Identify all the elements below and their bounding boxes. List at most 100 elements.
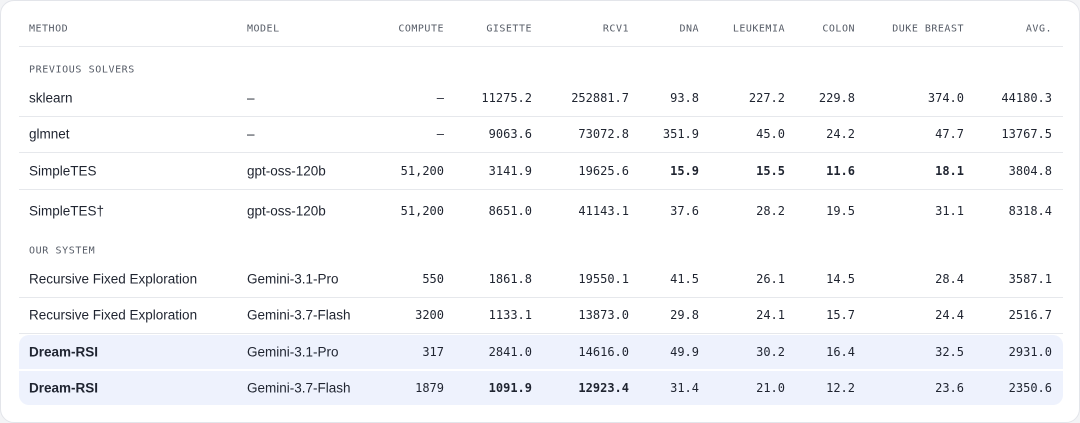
- table-cell: 15.7: [826, 308, 855, 323]
- table-cell: Gemini-3.7-Flash: [247, 307, 351, 323]
- table-cell: 14616.0: [578, 344, 629, 359]
- table-cell: 3200: [415, 308, 444, 323]
- table-cell: 3141.9: [488, 163, 532, 178]
- table-cell: 351.9: [662, 127, 699, 142]
- table-cell: 49.9: [670, 344, 699, 359]
- table-cell: 31.4: [670, 380, 699, 395]
- column-header: RCV1: [602, 23, 629, 35]
- table-cell: 44180.3: [1001, 91, 1052, 105]
- table-cell: 374.0: [927, 91, 964, 105]
- table-cell: Gemini-3.1-Pro: [247, 271, 339, 287]
- row-divider: [19, 152, 1063, 154]
- table-cell: 13767.5: [1001, 127, 1052, 142]
- table-cell: 15.5: [756, 163, 785, 178]
- table-cell: 16.4: [826, 344, 855, 359]
- table-cell: 9063.6: [488, 127, 532, 142]
- table-cell: gpt-oss-120b: [247, 163, 326, 179]
- column-header: MODEL: [247, 23, 280, 35]
- table-cell: 1133.1: [488, 308, 532, 323]
- table-cell: 30.2: [756, 344, 785, 359]
- table-cell: –: [436, 127, 444, 142]
- table-cell: 317: [422, 344, 444, 359]
- table-cell: 73072.8: [578, 127, 629, 142]
- table-cell: Dream-RSI: [29, 380, 99, 396]
- table-cell: 21.0: [756, 380, 785, 395]
- column-header: COLON: [822, 23, 855, 35]
- table-cell: SimpleTES†: [29, 203, 105, 219]
- table-cell: sklearn: [29, 90, 73, 106]
- column-header: DNA: [679, 23, 699, 35]
- table-cell: 23.6: [935, 380, 964, 395]
- row-divider: [19, 297, 1063, 298]
- table-cell: 8318.4: [1008, 203, 1052, 218]
- table-cell: SimpleTES: [29, 163, 97, 179]
- table-cell: 19550.1: [578, 272, 629, 286]
- table-cell: 3804.8: [1008, 163, 1052, 178]
- table-cell: –: [436, 91, 444, 105]
- table-cell: Gemini-3.7-Flash: [247, 380, 351, 396]
- table-cell: 41.5: [670, 272, 699, 286]
- table-cell: 227.2: [748, 91, 785, 105]
- row-divider: [19, 188, 1063, 190]
- table-cell: Recursive Fixed Exploration: [29, 307, 198, 323]
- section-label: OUR SYSTEM: [29, 245, 96, 257]
- table-cell: 26.1: [756, 272, 785, 286]
- highlight-row: [19, 334, 1063, 369]
- highlight-row: [19, 370, 1063, 405]
- table-cell: 47.7: [935, 127, 964, 142]
- table-cell: 3587.1: [1008, 272, 1052, 286]
- row-divider: [19, 116, 1063, 117]
- table-cell: 13873.0: [578, 308, 629, 323]
- column-header: METHOD: [29, 23, 69, 35]
- table-cell: 93.8: [670, 91, 699, 105]
- table-cell: 37.6: [670, 203, 699, 218]
- table-cell: –: [247, 90, 255, 106]
- table-cell: Recursive Fixed Exploration: [29, 271, 198, 287]
- table-cell: 2841.0: [488, 344, 532, 359]
- table-cell: 11275.2: [481, 91, 532, 105]
- row-divider: [19, 333, 1063, 335]
- table-cell: 28.4: [935, 272, 964, 286]
- table-cell: 550: [422, 272, 444, 286]
- table-cell: 1861.8: [488, 272, 532, 286]
- table-cell: 32.5: [935, 344, 964, 359]
- table-cell: 2350.6: [1008, 380, 1052, 395]
- table-cell: 45.0: [756, 127, 785, 142]
- table-cell: 24.4: [935, 308, 964, 323]
- table-cell: 1091.9: [488, 380, 532, 395]
- table-cell: 2516.7: [1008, 308, 1052, 323]
- table-cell: 24.1: [756, 308, 785, 323]
- table-cell: 15.9: [670, 163, 699, 178]
- column-header: GISETTE: [486, 23, 532, 35]
- table-cell: 14.5: [826, 272, 855, 286]
- table-cell: 19.5: [826, 203, 855, 218]
- section-label: PREVIOUS SOLVERS: [29, 64, 135, 76]
- column-header: AVG.: [1025, 23, 1052, 35]
- table-cell: 12.2: [826, 380, 855, 395]
- table-cell: 12923.4: [578, 380, 629, 395]
- table-cell: 252881.7: [571, 91, 629, 105]
- table-cell: 29.8: [670, 308, 699, 323]
- table-cell: 24.2: [826, 127, 855, 142]
- column-header: DUKE BREAST: [892, 23, 964, 35]
- table-cell: 19625.6: [578, 163, 629, 178]
- header-divider: [19, 46, 1063, 47]
- table-cell: gpt-oss-120b: [247, 203, 326, 219]
- column-header: COMPUTE: [398, 23, 444, 35]
- table-cell: 8651.0: [488, 203, 532, 218]
- table-cell: 229.8: [818, 91, 855, 105]
- table-cell: 31.1: [935, 203, 964, 218]
- column-header: LEUKEMIA: [732, 23, 785, 35]
- table-cell: –: [247, 126, 255, 142]
- table-cell: Dream-RSI: [29, 344, 99, 360]
- table-cell: 51,200: [400, 203, 444, 218]
- table-cell: 11.6: [826, 163, 855, 178]
- table-cell: 1879: [415, 380, 444, 395]
- table-cell: 28.2: [756, 203, 785, 218]
- table-cell: 41143.1: [578, 203, 629, 218]
- table-cell: glmnet: [29, 126, 70, 142]
- table-cell: 2931.0: [1008, 344, 1052, 359]
- table-cell: 51,200: [400, 163, 444, 178]
